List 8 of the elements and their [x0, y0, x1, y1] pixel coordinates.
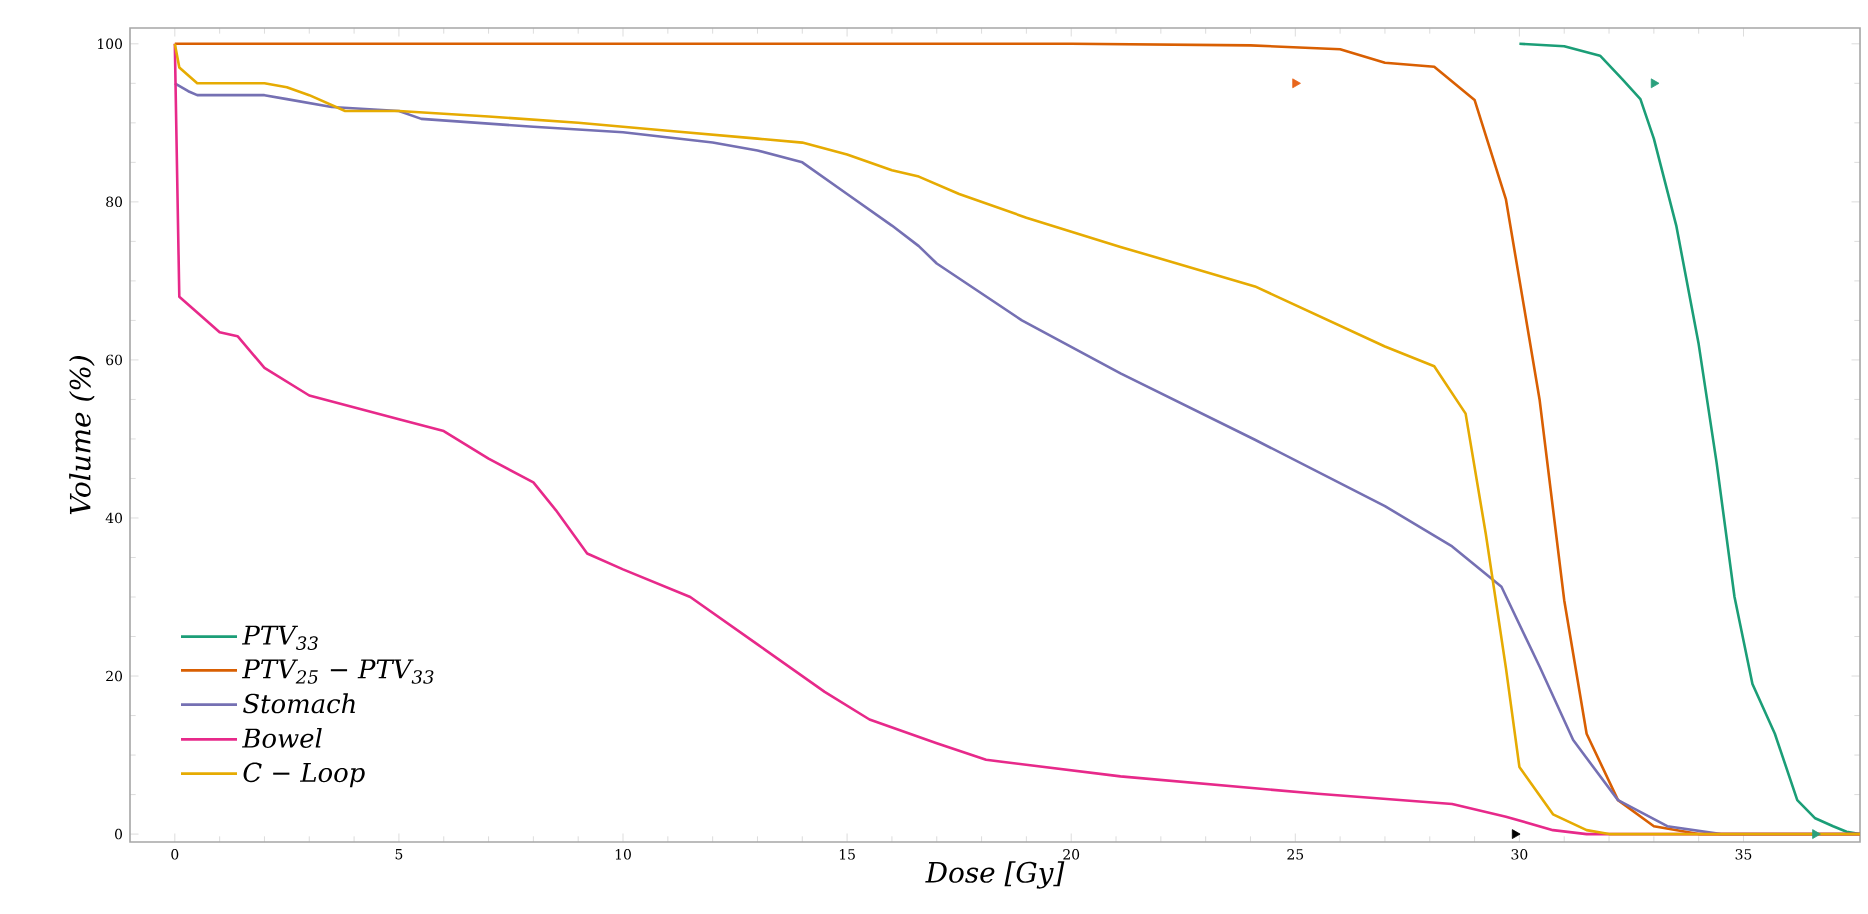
legend-label: PTV$_{33}$ [241, 625, 318, 650]
line-series [1518, 42, 1861, 836]
legend-label: C − Loop [243, 762, 365, 788]
y-axis-title: Volume (%) [69, 356, 95, 515]
legend-label: Stomach [243, 693, 355, 714]
x-axis-title: Dose [Gy] [925, 861, 1065, 889]
legend-label: PTV$_{25}$ − PTV$_{33}$ [241, 659, 434, 684]
legend-label: Bowel [241, 727, 322, 748]
